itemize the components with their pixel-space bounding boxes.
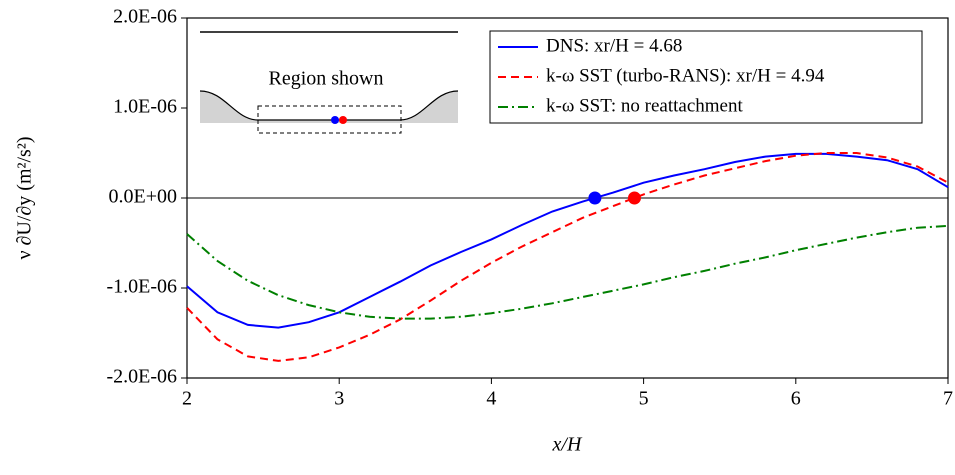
y-tick-label: -2.0E-06	[106, 366, 177, 388]
legend-label: k-ω SST: no reattachment	[546, 95, 743, 116]
reattachment-marker	[588, 191, 602, 205]
y-axis-label: ν ∂U/∂y (m²/s²)	[14, 136, 36, 259]
inset-region-box	[257, 105, 402, 134]
y-tick-label: 1.0E-06	[113, 96, 177, 118]
y-tick-label: 0.0E+00	[109, 186, 178, 208]
reattachment-marker	[627, 191, 641, 205]
y-tick-label: 2.0E-06	[113, 6, 177, 28]
inset: Region shown	[199, 31, 459, 134]
x-tick-label: 5	[639, 388, 649, 410]
series-line	[186, 152, 949, 329]
x-tick-label: 6	[791, 388, 801, 410]
x-axis-label: x/H	[552, 434, 583, 456]
x-tick-label: 7	[943, 388, 953, 410]
legend-label: k-ω SST (turbo-RANS): xr/H = 4.94	[546, 65, 825, 86]
inset-dot	[331, 116, 339, 124]
x-tick-label: 2	[182, 388, 192, 410]
inset-dot	[339, 116, 347, 124]
legend-label: DNS: xr/H = 4.68	[546, 35, 682, 56]
legend-box	[489, 30, 923, 124]
x-tick-label: 4	[486, 388, 496, 410]
legend: DNS: xr/H = 4.68 k-ω SST (turbo-RANS): xr…	[489, 30, 923, 124]
inset-label: Region shown	[269, 68, 384, 90]
series-line	[186, 224, 949, 320]
y-tick-label: -1.0E-06	[106, 276, 177, 298]
x-tick-label: 3	[334, 388, 344, 410]
inset-hill-outline	[199, 90, 459, 121]
series-line	[186, 152, 949, 362]
inset-hill	[200, 91, 458, 123]
